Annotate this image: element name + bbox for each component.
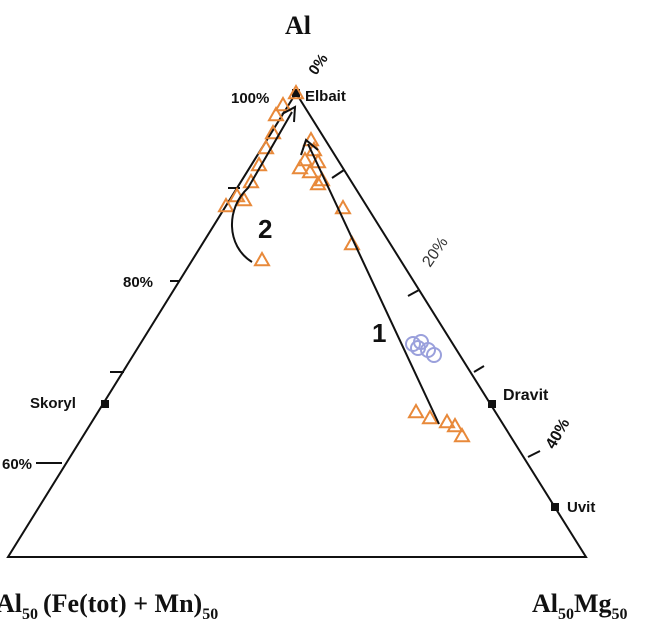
triangle-data-point <box>421 408 439 425</box>
triangle-data-point <box>343 234 361 251</box>
right-axis-tick-mark <box>407 289 420 297</box>
end-member-marker-skoryl <box>101 400 109 408</box>
triangle-data-point <box>287 83 305 100</box>
end-member-marker-elbait <box>292 89 300 97</box>
data-marks <box>217 83 471 443</box>
triangle-data-point <box>334 198 352 215</box>
triangle-data-point <box>274 95 292 112</box>
end-member-label-dravit: Dravit <box>503 387 549 404</box>
triangle-data-point <box>264 123 282 140</box>
triangle-data-point <box>407 402 425 419</box>
left-axis-tick-100: 100% <box>231 90 269 107</box>
vertex-top-label: Al <box>285 11 311 40</box>
triangle-data-point <box>235 190 253 207</box>
ternary-frame <box>6 91 588 558</box>
left-axis-tick-60: 60% <box>2 456 32 473</box>
right-axis-tick-0: 0% <box>305 51 331 79</box>
triangle-data-point <box>267 105 285 122</box>
triangle-data-point <box>291 158 309 175</box>
right-axis-tick-mark <box>527 450 541 458</box>
arrow-label-2: 2 <box>258 214 272 244</box>
circle-data-point <box>410 340 426 356</box>
left-axis-tick-80: 80% <box>123 274 153 291</box>
end-member-marker-uvit <box>551 503 559 511</box>
trend-arrow-2 <box>231 105 297 263</box>
triangle-data-point <box>438 412 456 429</box>
circle-data-point <box>426 347 442 363</box>
triangle-data-point <box>296 150 314 167</box>
end-member-label-skoryl: Skoryl <box>30 395 76 412</box>
right-axis-tick-20: 20% <box>419 234 451 270</box>
triangle-data-point <box>253 250 271 267</box>
triangle-data-point <box>301 162 319 179</box>
right-axis-tick-mark <box>331 169 345 179</box>
vertex-bottom-left-label: Al50 (Fe(tot) + Mn)50 <box>0 589 218 623</box>
triangle-data-point <box>446 416 464 433</box>
right-axis-tick-mark <box>473 365 485 373</box>
circle-data-point <box>405 336 421 352</box>
vertex-bottom-right-label: Al50Mg50 <box>532 589 628 623</box>
triangle-data-point <box>453 426 471 443</box>
triangle-data-point <box>309 174 327 191</box>
trend-arrow-1 <box>300 138 440 425</box>
end-member-label-uvit: Uvit <box>567 499 595 516</box>
end-member-label-elbait: Elbait <box>305 88 346 105</box>
triangle-data-point <box>242 172 260 189</box>
right-axis-tick-40: 40% <box>543 416 574 452</box>
triangle-data-point <box>217 196 235 213</box>
arrow-label-1: 1 <box>372 318 386 348</box>
triangle-data-point <box>257 138 275 155</box>
end-member-marker-dravit <box>488 400 496 408</box>
